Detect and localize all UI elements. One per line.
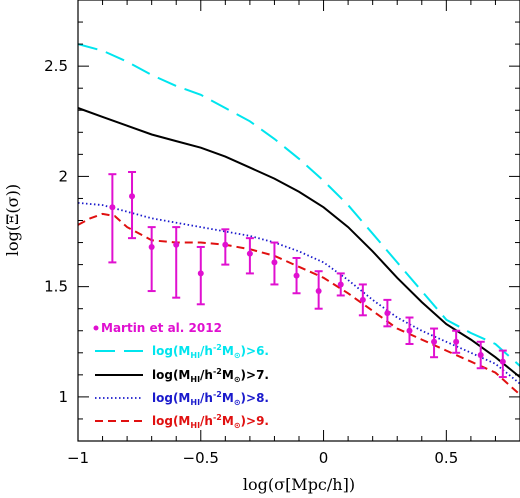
legend-label-observations: Martin et al. 2012 (101, 321, 222, 335)
y-tick-label: 1.5 (44, 278, 68, 296)
data-point (499, 358, 506, 365)
y-tick-label: 2 (58, 167, 68, 185)
data-point (477, 352, 484, 359)
y-tick-label: 2.5 (44, 57, 68, 75)
data-point (431, 338, 438, 345)
legend-label-2: log(MHI/h-2M⊙)>7. (152, 367, 269, 384)
data-point (109, 204, 116, 211)
legend: Martin et al. 2012 log(MHI/h-2M⊙)>6. log(M… (93, 321, 269, 430)
data-point (315, 288, 322, 295)
legend-label-3: log(MHI/h-2M⊙)>8. (152, 390, 269, 407)
data-point (197, 270, 204, 277)
data-point (384, 310, 391, 317)
data-point (246, 250, 253, 257)
data-point (359, 296, 366, 303)
legend-label-4: log(MHI/h-2M⊙)>9. (152, 413, 269, 430)
data-point (406, 327, 413, 334)
x-tick-label: 0.5 (434, 449, 458, 467)
series-line-1 (78, 43, 520, 367)
data-point (453, 338, 460, 345)
series-line-4 (78, 212, 520, 396)
y-axis-label: log(Ξ(σ)) (3, 184, 22, 256)
data-point (148, 243, 155, 250)
x-axis-label: log(σ[Mpc/h]) (243, 475, 355, 494)
tick-labels-layer: −1 −0.5 0 0.5 1 1.5 2 2.5 (44, 57, 458, 467)
x-tick-label: 0 (319, 449, 329, 467)
data-point (173, 241, 180, 248)
ticks-layer (77, 0, 520, 442)
data-point (337, 281, 344, 288)
x-tick-label: −1 (67, 449, 89, 467)
y-tick-label: 1 (58, 388, 68, 406)
data-point (271, 259, 278, 266)
legend-label-1: log(MHI/h-2M⊙)>6. (152, 343, 269, 360)
series-line-3 (78, 202, 520, 385)
data-point (129, 193, 136, 200)
plot-frame (77, 0, 520, 442)
legend-marker-observations (93, 325, 99, 331)
series-line-2 (78, 107, 520, 378)
x-tick-label: −0.5 (183, 449, 219, 467)
data-point (222, 241, 229, 248)
observation-layer (108, 170, 507, 379)
data-point (293, 272, 300, 279)
